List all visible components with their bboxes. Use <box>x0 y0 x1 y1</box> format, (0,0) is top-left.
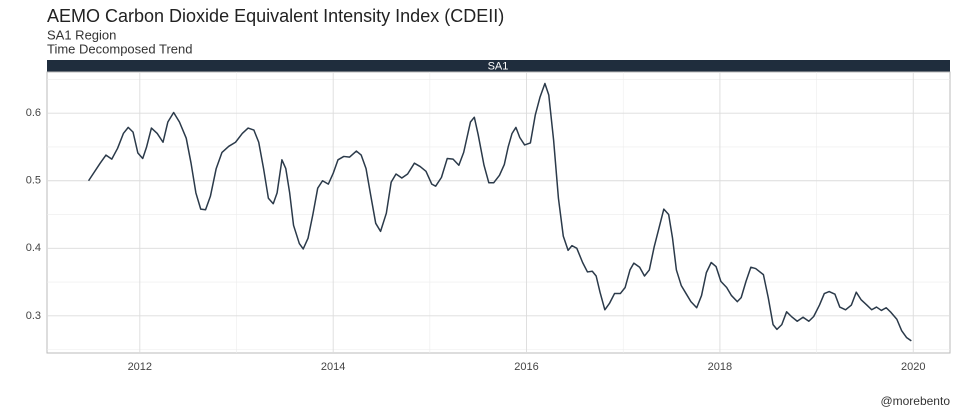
chart-subtitle: Time Decomposed Trend <box>47 41 192 56</box>
trend-line <box>87 82 912 342</box>
caption: @morebento <box>880 394 950 408</box>
x-tick-label: 2012 <box>128 361 152 373</box>
y-tick-label: 0.3 <box>26 310 41 322</box>
y-tick-label: 0.6 <box>26 107 41 119</box>
y-tick-label: 0.5 <box>26 175 41 187</box>
chart-subtitle: SA1 Region <box>47 27 116 42</box>
x-tick-label: 2020 <box>901 361 925 373</box>
x-tick-label: 2014 <box>321 361 345 373</box>
facet-strip <box>47 60 950 72</box>
y-tick-label: 0.4 <box>26 242 41 254</box>
facet-label: SA1 <box>488 60 509 72</box>
panel-border <box>46 71 951 354</box>
chart-title: AEMO Carbon Dioxide Equivalent Intensity… <box>47 6 504 26</box>
x-tick-label: 2018 <box>708 361 732 373</box>
x-tick-label: 2016 <box>514 361 538 373</box>
